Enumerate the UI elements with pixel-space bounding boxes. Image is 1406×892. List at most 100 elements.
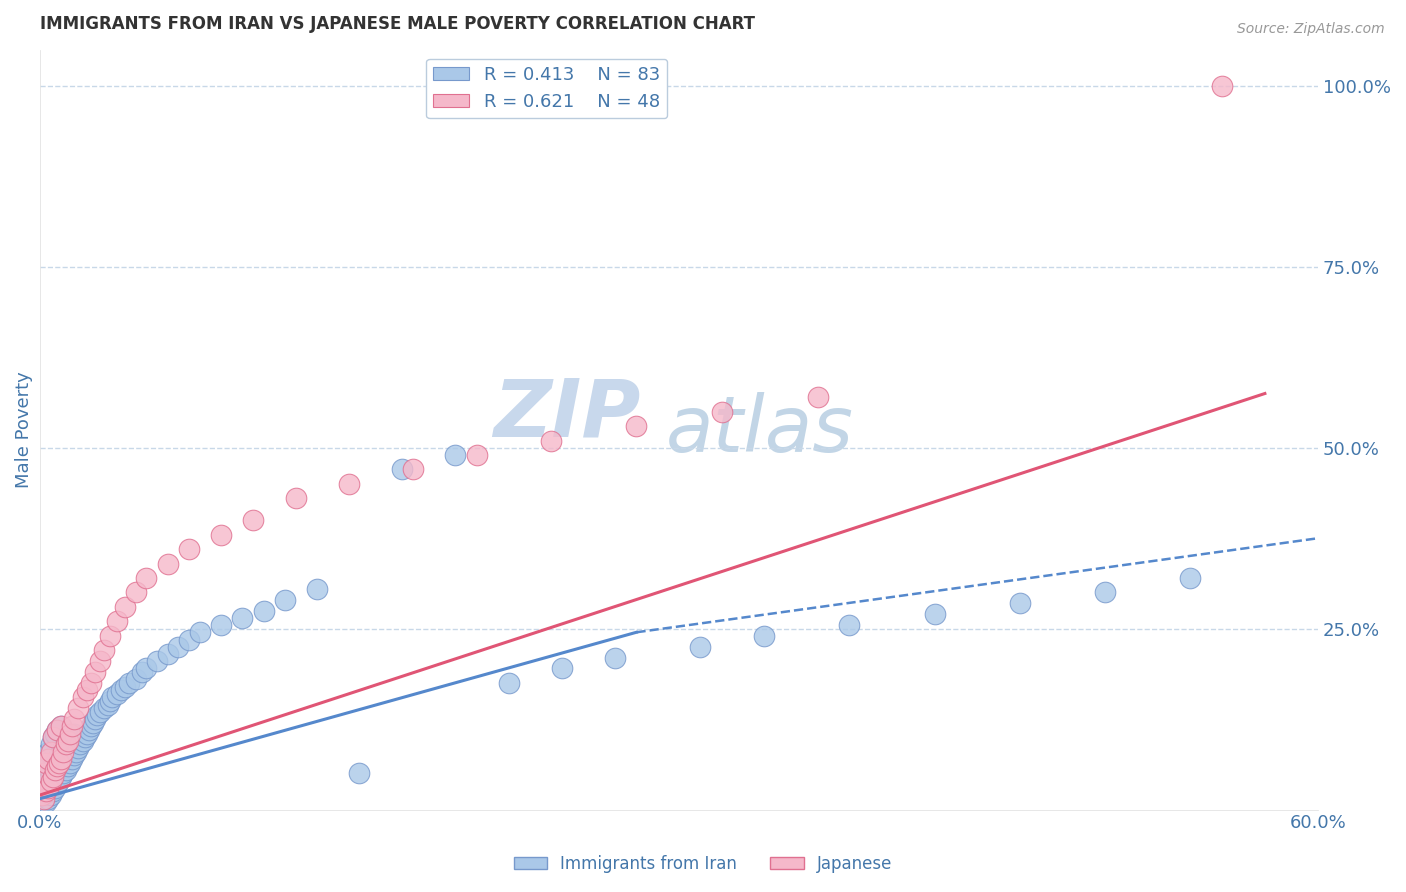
Point — [274, 592, 297, 607]
Point — [1211, 78, 1233, 93]
Point — [32, 770, 55, 784]
Point — [93, 701, 115, 715]
Point — [305, 582, 328, 596]
Point — [39, 788, 62, 802]
Point — [284, 491, 307, 506]
Point — [72, 690, 94, 705]
Point — [73, 730, 96, 744]
Point — [51, 752, 73, 766]
Y-axis label: Male Poverty: Male Poverty — [15, 371, 32, 488]
Point — [42, 784, 65, 798]
Point — [63, 748, 86, 763]
Point — [46, 723, 69, 737]
Point — [86, 708, 108, 723]
Point — [135, 571, 157, 585]
Point — [39, 745, 62, 759]
Point — [80, 719, 103, 733]
Text: Source: ZipAtlas.com: Source: ZipAtlas.com — [1237, 22, 1385, 37]
Point — [77, 723, 100, 737]
Point — [60, 719, 83, 733]
Point — [101, 690, 124, 705]
Point — [67, 701, 90, 715]
Point — [56, 733, 79, 747]
Point — [42, 730, 65, 744]
Point — [35, 784, 58, 798]
Point — [1008, 596, 1031, 610]
Point — [44, 763, 66, 777]
Point — [51, 745, 73, 759]
Point — [48, 748, 70, 763]
Point — [444, 448, 467, 462]
Point — [44, 756, 66, 770]
Point — [35, 759, 58, 773]
Point — [76, 726, 98, 740]
Point — [46, 752, 69, 766]
Point — [44, 780, 66, 795]
Point — [131, 665, 153, 679]
Point — [46, 759, 69, 773]
Point — [156, 647, 179, 661]
Point — [31, 780, 53, 795]
Point — [626, 419, 648, 434]
Point — [125, 673, 148, 687]
Point — [98, 629, 121, 643]
Point — [114, 680, 136, 694]
Legend: Immigrants from Iran, Japanese: Immigrants from Iran, Japanese — [508, 848, 898, 880]
Point — [605, 650, 627, 665]
Point — [84, 712, 107, 726]
Point — [63, 712, 86, 726]
Text: atlas: atlas — [666, 392, 853, 467]
Point — [167, 640, 190, 654]
Point — [231, 611, 253, 625]
Point — [540, 434, 562, 448]
Point — [209, 527, 232, 541]
Point — [46, 723, 69, 737]
Point — [1180, 571, 1202, 585]
Point — [31, 788, 53, 802]
Point — [188, 625, 211, 640]
Point — [146, 654, 169, 668]
Point — [838, 618, 860, 632]
Point — [689, 640, 711, 654]
Point — [89, 654, 111, 668]
Point — [37, 773, 59, 788]
Point — [105, 687, 128, 701]
Point — [35, 756, 58, 770]
Point — [177, 632, 200, 647]
Point — [59, 726, 82, 740]
Point — [156, 557, 179, 571]
Point — [51, 770, 73, 784]
Point — [93, 643, 115, 657]
Point — [76, 683, 98, 698]
Point — [48, 756, 70, 770]
Point — [69, 738, 91, 752]
Point — [55, 763, 77, 777]
Point — [35, 784, 58, 798]
Point — [72, 733, 94, 747]
Point — [80, 676, 103, 690]
Point — [82, 715, 104, 730]
Point — [32, 791, 55, 805]
Point — [114, 599, 136, 614]
Point — [710, 404, 733, 418]
Point — [39, 773, 62, 788]
Point — [105, 615, 128, 629]
Legend: R = 0.413    N = 83, R = 0.621    N = 48: R = 0.413 N = 83, R = 0.621 N = 48 — [426, 59, 668, 119]
Point — [39, 766, 62, 780]
Text: ZIP: ZIP — [494, 376, 641, 453]
Point — [37, 780, 59, 795]
Point — [52, 766, 75, 780]
Point — [465, 448, 488, 462]
Point — [118, 676, 141, 690]
Point — [37, 745, 59, 759]
Point — [52, 745, 75, 759]
Point — [42, 730, 65, 744]
Point — [37, 791, 59, 805]
Point — [125, 585, 148, 599]
Point — [1094, 585, 1116, 599]
Point — [39, 738, 62, 752]
Point — [48, 773, 70, 788]
Point — [42, 759, 65, 773]
Point — [177, 542, 200, 557]
Point — [89, 705, 111, 719]
